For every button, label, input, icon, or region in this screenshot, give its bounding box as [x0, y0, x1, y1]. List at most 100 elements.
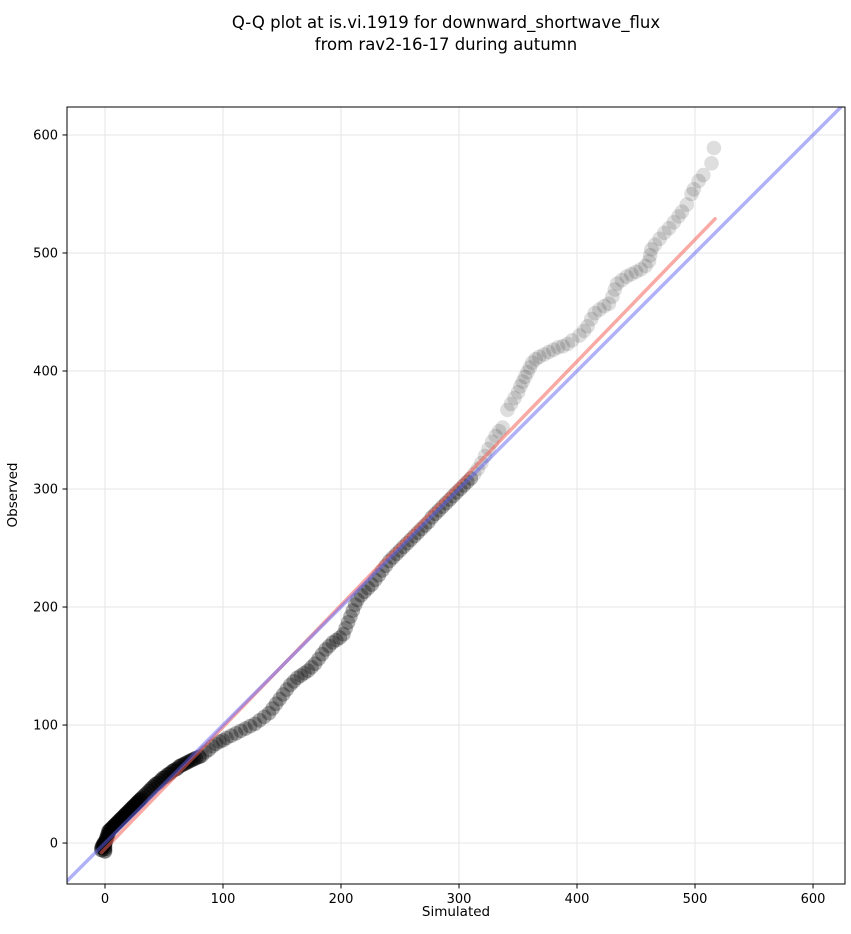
- scatter-point: [520, 364, 535, 380]
- scatter-point: [641, 253, 657, 269]
- scatter-point: [238, 721, 253, 736]
- scatter-point: [652, 231, 667, 247]
- scatter-point: [628, 264, 644, 280]
- scatter-point: [290, 670, 305, 686]
- y-tick-label: 0: [50, 837, 58, 852]
- scatter-point: [507, 390, 522, 406]
- grid-lines: [67, 107, 845, 884]
- scatter-point: [272, 691, 287, 707]
- scatter-point: [532, 349, 547, 365]
- y-axis-label: Observed: [5, 463, 21, 528]
- scatter-point: [510, 384, 526, 400]
- scatter-point: [219, 730, 234, 746]
- scatter-point: [605, 289, 620, 304]
- x-tick-label: 200: [329, 892, 354, 907]
- scatter-point: [644, 242, 659, 257]
- plot-series: [67, 107, 843, 883]
- y-tick-label: 200: [33, 601, 58, 616]
- scatter-point: [647, 237, 663, 252]
- scatter-point: [601, 296, 617, 312]
- scatter-point: [596, 298, 612, 314]
- scatter-point: [307, 656, 323, 671]
- scatter-point: [642, 248, 658, 263]
- y-tick-label: 500: [33, 246, 58, 261]
- scatter-point: [336, 626, 351, 642]
- scatter-point: [522, 360, 538, 375]
- scatter-point: [592, 302, 607, 317]
- scatter-point: [321, 638, 337, 654]
- scatter-point: [224, 728, 239, 743]
- scatter-point: [261, 705, 277, 721]
- scatter-point: [300, 663, 316, 678]
- scatter-point: [536, 347, 552, 362]
- scatter-point: [686, 182, 702, 197]
- scatter-point: [283, 677, 298, 693]
- scatter-point: [332, 630, 348, 645]
- scatter-point: [500, 402, 515, 418]
- scatter-point: [215, 733, 231, 748]
- scatter-point: [279, 682, 295, 697]
- scatter-point: [609, 276, 625, 292]
- chart-title-line1: Q-Q plot at is.vi.1919 for downward_shor…: [232, 13, 660, 33]
- scatter-point: [624, 266, 639, 282]
- fit-line: [99, 217, 717, 855]
- y-tick-label: 300: [33, 483, 58, 498]
- x-tick-label: 500: [683, 892, 708, 907]
- scatter-point: [572, 328, 587, 343]
- scatter-point: [247, 716, 263, 732]
- scatter-point: [691, 173, 706, 189]
- scatter-point: [275, 687, 291, 702]
- scatter-point: [524, 355, 540, 371]
- scatter-point: [268, 696, 284, 712]
- scatter-point: [503, 396, 519, 412]
- x-tick-label: 0: [101, 892, 109, 907]
- scatter-point: [633, 262, 648, 277]
- scatter-point: [325, 635, 341, 650]
- scatter-point: [233, 723, 248, 739]
- x-tick-label: 600: [801, 892, 826, 907]
- qq-points-upper-tail: [467, 140, 722, 482]
- chart-title-line2: from rav2-16-17 during autumn: [315, 35, 577, 54]
- scatter-point: [546, 342, 561, 358]
- y-tick-label: 100: [33, 719, 58, 734]
- scatter-point: [329, 632, 344, 648]
- scatter-point: [550, 340, 566, 355]
- scatter-point: [513, 379, 528, 394]
- x-tick-label: 400: [565, 892, 590, 907]
- scatter-point: [304, 659, 319, 675]
- scatter-point: [576, 323, 592, 339]
- scatter-point: [706, 140, 722, 156]
- identity-line: [67, 107, 843, 883]
- scatter-point: [338, 621, 354, 636]
- axis-ticks: 0 100 200 300 400 500 600 0 100 200 300 400 500 600: [33, 128, 825, 907]
- scatter-point: [671, 209, 686, 224]
- fit-line-path: [99, 217, 717, 855]
- scatter-point: [607, 282, 623, 297]
- scatter-point: [286, 674, 302, 689]
- scatter-point: [684, 186, 699, 202]
- scatter-point: [696, 167, 711, 183]
- scatter-point: [293, 668, 309, 683]
- scatter-point: [257, 709, 272, 725]
- scatter-point: [619, 269, 634, 284]
- scatter-point: [345, 603, 361, 618]
- scatter-point: [583, 311, 599, 327]
- scatter-point: [297, 665, 312, 681]
- scatter-point: [560, 336, 575, 352]
- scatter-point: [228, 726, 244, 741]
- scatter-point: [565, 333, 580, 348]
- scatter-point: [343, 609, 358, 624]
- scatter-point: [528, 351, 543, 367]
- scatter-point: [481, 441, 496, 457]
- scatter-point: [491, 423, 507, 439]
- y-tick-label: 400: [33, 364, 58, 379]
- x-tick-label: 100: [211, 892, 236, 907]
- scatter-point: [661, 220, 677, 236]
- x-tick-label: 300: [447, 892, 472, 907]
- identity-line-path: [67, 107, 843, 883]
- scatter-point: [311, 651, 326, 667]
- scatter-point: [679, 197, 695, 212]
- y-tick-label: 600: [33, 128, 58, 143]
